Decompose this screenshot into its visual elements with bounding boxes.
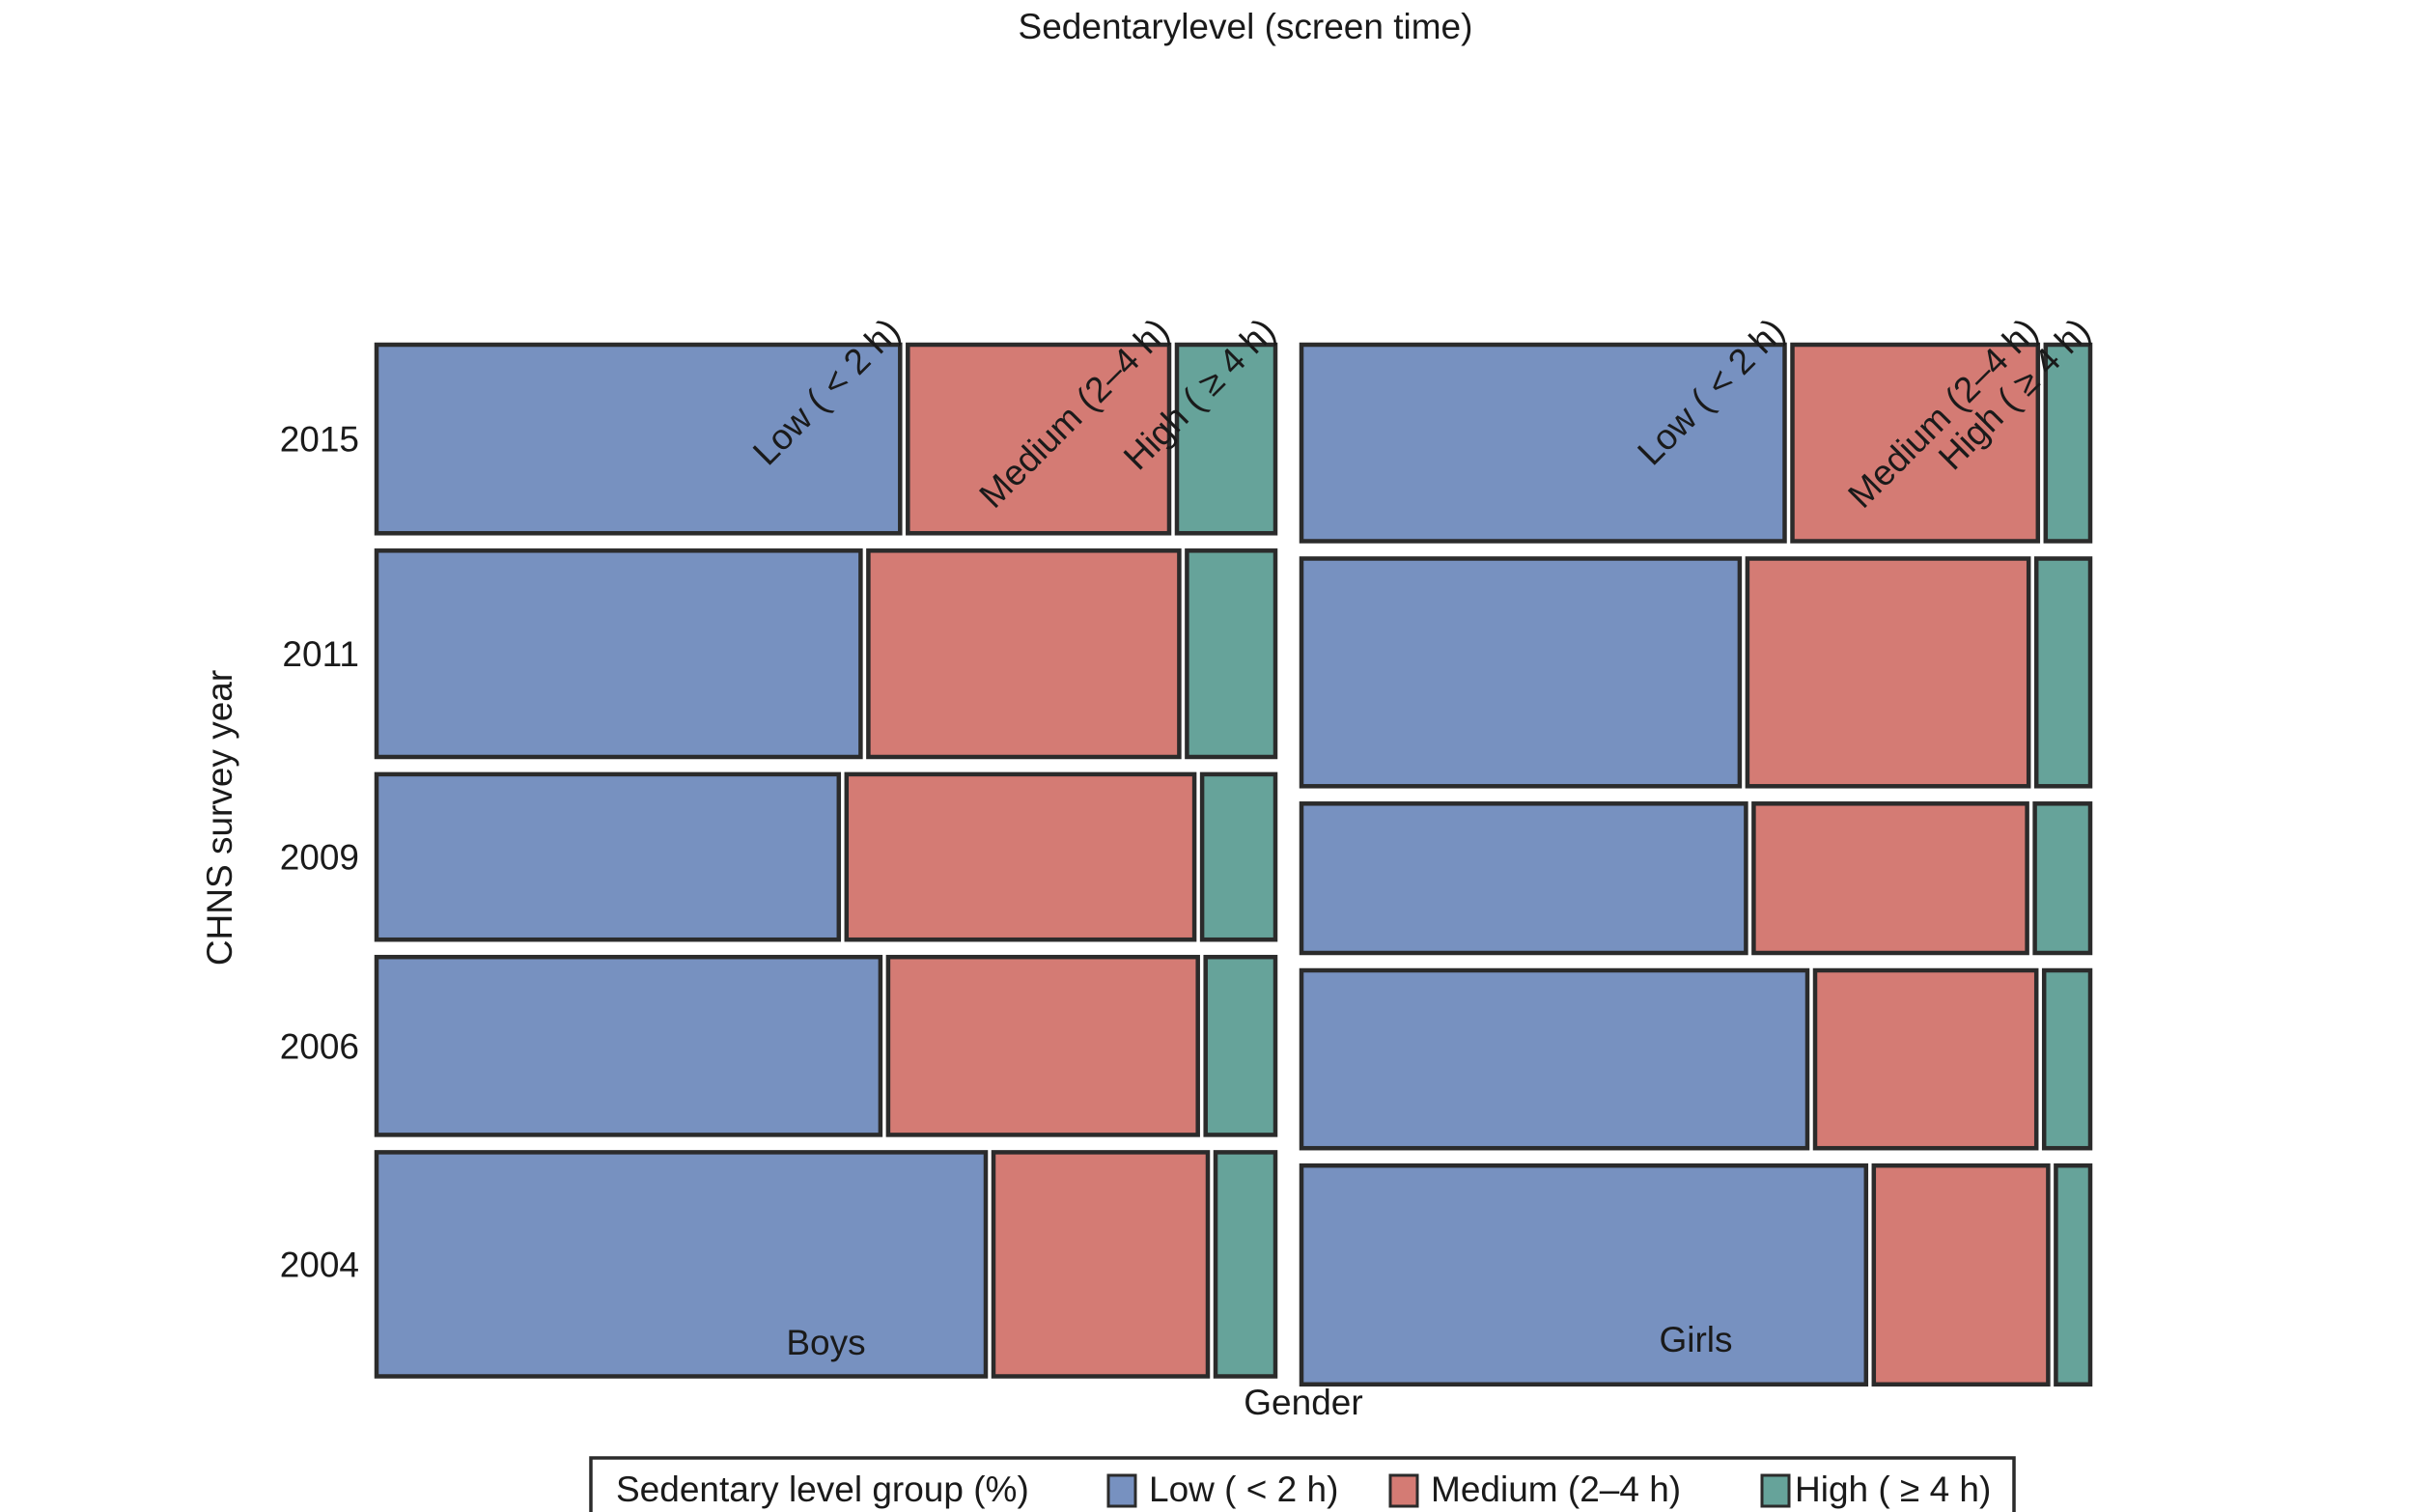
gender-label-girls: Girls bbox=[1659, 1320, 1732, 1359]
tile-boys-2011-high bbox=[1185, 548, 1278, 760]
year-label-2011: 2011 bbox=[282, 634, 359, 674]
tile-girls-2009-high bbox=[2032, 801, 2093, 956]
legend-label-low: Low ( < 2 h) bbox=[1149, 1470, 1338, 1509]
year-label-2009: 2009 bbox=[280, 838, 359, 878]
tile-girls-2009-low bbox=[1299, 801, 1748, 956]
y-axis-label: CHNS survey year bbox=[200, 670, 239, 966]
tile-girls-2006-low bbox=[1299, 967, 1810, 1151]
tile-boys-2006-high bbox=[1203, 954, 1278, 1137]
x-axis-label: Gender bbox=[1244, 1383, 1362, 1422]
tile-girls-2011-medium bbox=[1745, 556, 2031, 789]
gender-label-boys: Boys bbox=[786, 1323, 865, 1362]
legend-title: Sedentary level group (%) bbox=[616, 1470, 1029, 1509]
tile-boys-2009-medium bbox=[844, 771, 1197, 942]
mosaic-tiles bbox=[374, 342, 2093, 1387]
tile-boys-2004-medium bbox=[991, 1150, 1211, 1379]
tile-boys-2009-high bbox=[1199, 771, 1278, 942]
tile-boys-2011-medium bbox=[866, 548, 1182, 760]
tile-boys-2009-low bbox=[374, 771, 842, 942]
tile-boys-2015-low bbox=[374, 342, 903, 536]
year-label-2006: 2006 bbox=[280, 1026, 359, 1066]
tile-boys-2015-high bbox=[1174, 342, 1278, 536]
tile-girls-2004-medium bbox=[1871, 1162, 2051, 1387]
year-label-2015: 2015 bbox=[280, 420, 359, 460]
tile-girls-2009-medium bbox=[1751, 801, 2029, 956]
tile-girls-2015-low bbox=[1299, 342, 1787, 544]
tile-boys-2004-high bbox=[1213, 1150, 1278, 1379]
chart-title: Sedentarylevel (screen time) bbox=[1019, 7, 1473, 46]
tile-boys-2006-medium bbox=[885, 954, 1200, 1137]
legend: Sedentary level group (%) Low ( < 2 h) Med… bbox=[589, 1456, 2016, 1512]
tile-girls-2011-low bbox=[1299, 556, 1743, 789]
legend-label-medium: Medium (2–4 h) bbox=[1431, 1470, 1681, 1509]
tile-girls-2004-low bbox=[1299, 1162, 1869, 1387]
legend-swatch-low bbox=[1106, 1473, 1137, 1508]
year-label-2004: 2004 bbox=[280, 1246, 359, 1285]
tile-boys-2015-medium bbox=[906, 342, 1172, 536]
tile-girls-2011-high bbox=[2033, 556, 2093, 789]
tile-boys-2006-low bbox=[374, 954, 883, 1137]
tile-girls-2015-high bbox=[2043, 342, 2093, 544]
tile-boys-2004-low bbox=[374, 1150, 989, 1379]
tile-girls-2004-high bbox=[2054, 1162, 2093, 1387]
legend-swatch-medium bbox=[1388, 1473, 1419, 1508]
tile-girls-2006-high bbox=[2041, 967, 2093, 1151]
legend-swatch-high bbox=[1760, 1473, 1791, 1508]
tile-girls-2015-medium bbox=[1790, 342, 2041, 544]
tile-boys-2011-low bbox=[374, 548, 863, 760]
tile-girls-2006-medium bbox=[1812, 967, 2039, 1151]
legend-label-high: High ( ≥ 4 h) bbox=[1795, 1470, 1991, 1509]
